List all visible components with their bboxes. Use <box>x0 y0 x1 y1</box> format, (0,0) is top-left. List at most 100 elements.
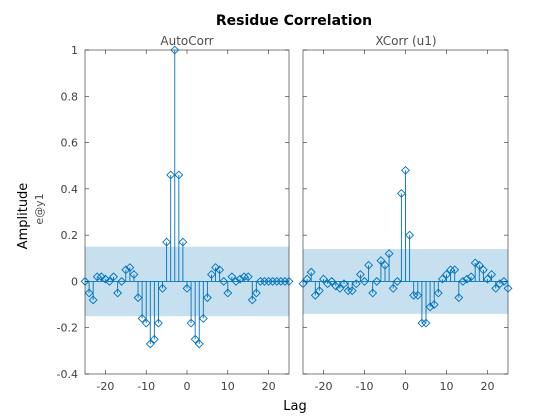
stem-marker <box>360 276 369 286</box>
y-tick-label: 0.8 <box>61 90 79 103</box>
x-tick-label: 20 <box>481 380 495 393</box>
stem-marker <box>388 283 398 293</box>
stem-marker <box>409 290 419 300</box>
stem-marker <box>433 288 443 298</box>
stem-marker <box>84 288 94 298</box>
y-tick-label: 0.2 <box>61 229 79 242</box>
stem-marker <box>227 272 237 282</box>
stem-marker <box>211 263 220 272</box>
stem-marker <box>137 314 147 323</box>
stem-marker <box>268 276 278 286</box>
stem-marker <box>276 276 286 286</box>
stem-marker <box>125 263 135 272</box>
x-tick-label: 0 <box>184 380 191 393</box>
stem-marker <box>306 267 316 277</box>
x-axis-label: Lag <box>283 399 306 414</box>
chart-title: Residue Correlation <box>216 13 372 29</box>
stem-marker <box>319 274 328 284</box>
stem-marker <box>405 230 415 240</box>
stem-marker <box>380 260 390 270</box>
stem-marker <box>215 265 225 275</box>
stem-marker <box>327 276 337 286</box>
stem-marker <box>80 276 90 286</box>
stem-marker <box>364 260 374 270</box>
x-tick-label: 10 <box>440 380 454 393</box>
stem-marker <box>454 293 464 303</box>
stem-marker <box>117 276 127 286</box>
stem-marker <box>154 318 163 328</box>
stem-marker <box>372 276 382 286</box>
x-tick-label: 0 <box>402 380 409 393</box>
stem-marker <box>368 288 378 298</box>
stem-marker <box>243 272 253 282</box>
stem-marker <box>182 283 192 293</box>
stem-marker <box>335 283 345 293</box>
stem-marker <box>251 288 261 298</box>
stem-marker <box>223 288 233 298</box>
stem-marker <box>174 170 184 180</box>
stem-marker <box>302 274 312 284</box>
stem-marker <box>235 274 245 284</box>
y-axis-label: Amplitude <box>16 183 31 250</box>
stem-marker <box>343 286 353 296</box>
stem-marker <box>96 272 106 282</box>
stem-marker <box>396 189 406 198</box>
stem-marker <box>503 283 513 293</box>
stem-marker <box>495 279 505 289</box>
stem-marker <box>194 339 204 349</box>
stem-marker <box>105 276 114 286</box>
stem-marker <box>284 276 294 286</box>
stem-marker <box>121 265 131 275</box>
stem-marker <box>446 265 456 275</box>
x-tick-label: -10 <box>356 380 374 393</box>
stem-marker <box>413 290 423 300</box>
stem-marker <box>141 318 151 328</box>
stem-marker <box>470 258 480 268</box>
stem-marker <box>437 274 447 284</box>
stem-marker <box>384 249 394 259</box>
stem-marker <box>483 274 492 284</box>
stem-marker <box>376 256 386 266</box>
stem-marker <box>487 270 497 279</box>
stem-marker <box>264 276 274 286</box>
stem-marker <box>478 265 488 275</box>
stem-marker <box>239 272 249 282</box>
stem-marker <box>166 170 176 180</box>
y-tick-label: 0.4 <box>61 183 79 196</box>
stem-marker <box>88 295 98 305</box>
stem-marker <box>109 272 118 282</box>
stem-marker <box>198 314 208 323</box>
stem-marker <box>314 286 324 296</box>
stem-marker <box>425 302 435 312</box>
stem-marker <box>158 283 167 293</box>
x-tick-label: -10 <box>137 380 155 393</box>
stem-marker <box>186 318 196 328</box>
stem-marker <box>190 334 200 344</box>
x-tick-label: -20 <box>96 380 114 393</box>
y-axis-sublabel: e@y1 <box>33 193 46 224</box>
stem-marker <box>170 45 180 55</box>
stem-marker <box>178 237 188 247</box>
stem-marker <box>219 276 229 286</box>
stem-marker <box>260 276 269 286</box>
stem-marker <box>149 334 159 344</box>
panel-title-xcorr: XCorr (u1) <box>375 34 436 48</box>
stem-marker <box>280 276 290 286</box>
stem-marker <box>129 270 139 279</box>
stem-marker <box>331 281 341 291</box>
y-tick-label: -0.4 <box>57 368 78 381</box>
stem-marker <box>133 293 143 303</box>
stem-marker <box>466 272 476 282</box>
x-tick-label: 10 <box>221 380 235 393</box>
stem-marker <box>351 279 361 289</box>
stem-marker <box>162 237 172 247</box>
stem-marker <box>339 279 349 289</box>
stem-marker <box>323 279 333 289</box>
stem-marker <box>499 276 509 286</box>
axes-box <box>84 49 290 375</box>
stem-marker <box>247 295 257 305</box>
stem-marker <box>458 276 468 286</box>
y-tick-label: 0.6 <box>61 137 79 150</box>
stem-marker <box>113 288 123 298</box>
